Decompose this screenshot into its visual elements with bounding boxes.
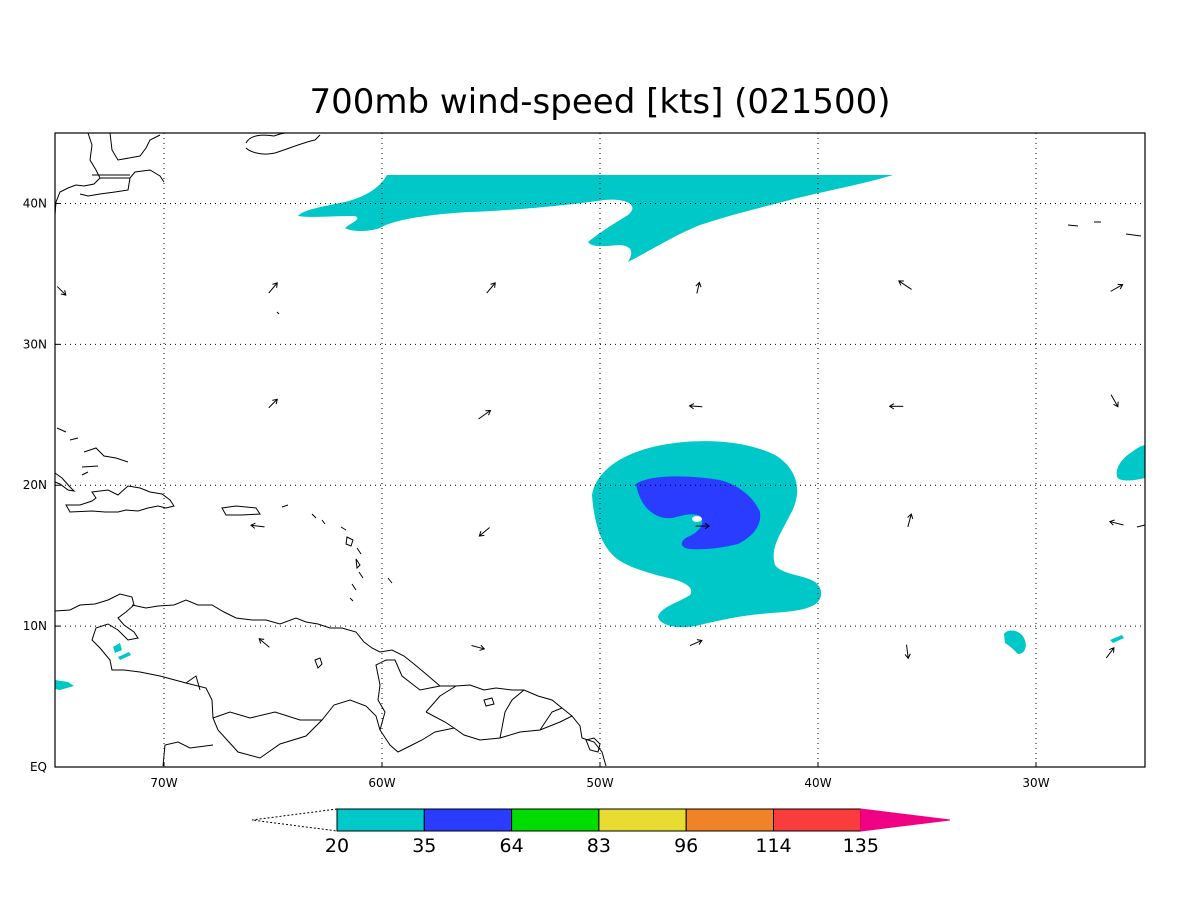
colorbar-segment (511, 808, 600, 832)
x-tick-label: 60W (368, 776, 395, 790)
map-title: 700mb wind-speed [kts] (021500) (310, 82, 891, 122)
wind-vectors (56, 280, 1124, 660)
wind-vector-arrow (250, 522, 265, 529)
coastline-bermuda (276, 311, 280, 315)
wind-vector-arrow (1105, 647, 1115, 659)
x-tick-label: 40W (804, 776, 831, 790)
wind-vector-arrow (1110, 283, 1124, 292)
wind-region-east-edge (1116, 445, 1145, 481)
x-tick-label: 50W (586, 776, 613, 790)
coastline-cuba (54, 427, 129, 492)
wind-vector-arrow (1108, 519, 1124, 526)
wind-vector-arrow (268, 398, 278, 409)
y-axis-ticks: EQ 10N 20N 30N 40N (23, 196, 60, 774)
wind-vector-arrow (688, 403, 703, 410)
coastline-hispaniola (65, 485, 175, 513)
wind-blob-5 (55, 680, 74, 690)
y-tick-label: 20N (23, 478, 47, 492)
colorbar-label: 96 (674, 835, 698, 857)
wind-blob-2 (1110, 635, 1124, 643)
wind-vector-arrow (478, 527, 490, 537)
wind-vector-arrow (258, 638, 270, 648)
wind-vector-arrow (695, 522, 711, 530)
wind-vector-arrow (268, 282, 278, 294)
colorbar-over-triangle (860, 808, 951, 832)
wind-vector-arrow (898, 280, 912, 290)
coastline-cape-verde (1136, 524, 1146, 528)
wind-band-north (298, 175, 893, 262)
colorbar-label: 20 (325, 835, 349, 857)
wind-vector-arrow (56, 286, 67, 296)
coastline-lake-maracaibo (314, 657, 323, 669)
wind-blob-3 (113, 643, 122, 653)
colorbar-under-triangle (251, 808, 338, 832)
wind-blob-1 (1004, 630, 1026, 654)
storm-eye (692, 516, 702, 522)
coastline-azores (1067, 221, 1142, 237)
colorbar-label: 114 (755, 835, 791, 857)
wind-vector-arrow (486, 282, 496, 294)
coastline-trinidad (483, 697, 495, 707)
coastline-venezuela-north (131, 599, 573, 717)
y-tick-label: 30N (23, 337, 47, 351)
x-tick-label: 30W (1022, 776, 1049, 790)
x-axis-ticks: 70W 60W 50W 40W 30W (150, 762, 1050, 790)
colorbar-label: 135 (843, 835, 879, 857)
wind-blob-4 (118, 652, 131, 660)
colorbar-segment (336, 808, 425, 832)
wind-vector-arrow (904, 644, 911, 660)
coastline-lesser-antilles (281, 504, 393, 602)
y-tick-label: 10N (23, 619, 47, 633)
colorbar-segment (773, 808, 862, 832)
wind-vector-arrow (907, 513, 914, 527)
y-tick-label: 40N (23, 196, 47, 210)
coastline-newfoundland (245, 132, 321, 155)
coastline-puerto-rico (221, 505, 261, 516)
coastline-amazon-mouth (585, 737, 601, 753)
wind-vector-arrow (1110, 394, 1119, 408)
colorbar-label: 83 (587, 835, 611, 857)
colorbar-label: 35 (412, 835, 436, 857)
wind-vector-arrow (695, 281, 702, 294)
wind-region-storm-core (636, 476, 761, 550)
colorbar-label: 64 (500, 835, 524, 857)
coastline-south-america (54, 593, 607, 767)
grid-lines (55, 133, 1145, 767)
wind-vector-arrow (478, 409, 492, 420)
x-tick-label: 70W (150, 776, 177, 790)
colorbar: 20 35 64 83 96 114 135 (251, 808, 951, 857)
colorbar-segment (423, 808, 513, 832)
colorbar-segment (685, 808, 775, 832)
coastline-interior-borders (162, 659, 563, 767)
coastline-north-america (54, 132, 165, 216)
wind-speed-shading (55, 175, 1145, 690)
colorbar-segment (598, 808, 687, 832)
y-tick-label: EQ (30, 760, 47, 774)
wind-vector-arrow (471, 644, 486, 651)
wind-vector-arrow (689, 639, 703, 647)
wind-vector-arrow (888, 403, 904, 410)
coastlines (54, 132, 1146, 767)
